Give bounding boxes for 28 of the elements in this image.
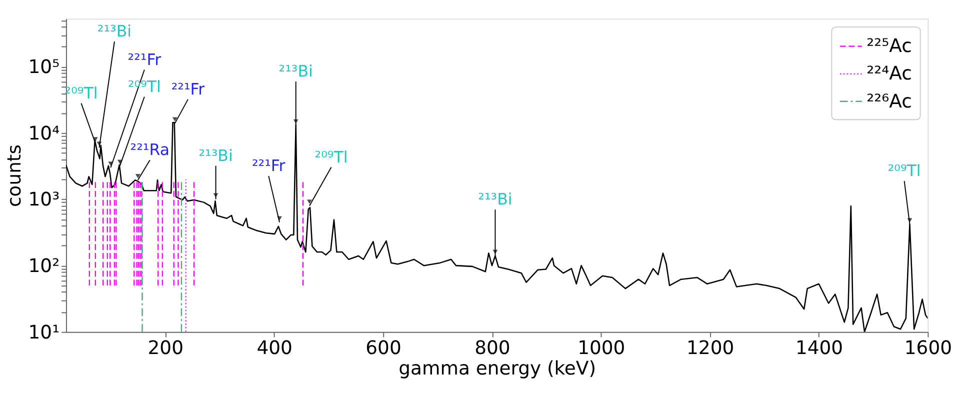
annotation: ²¹³Bi [278,62,313,81]
x-axis-title: gamma energy (keV) [398,358,596,380]
annotation: ²¹³Bi [198,146,233,165]
annotation: ²²¹Ra [130,140,170,160]
annotation: ²²¹Fr [252,156,286,176]
x-tick-label: 600 [366,338,402,360]
y-tick-label: 10¹ [28,322,60,344]
y-tick-label: 10⁴ [28,123,60,144]
annotation: ²²¹Fr [171,79,206,98]
annotation: ²⁰⁹Tl [314,147,348,166]
y-tick-label: 10² [28,256,60,277]
legend-label: ²²⁴Ac [866,64,912,85]
x-tick-label: 1600 [904,338,952,360]
annotation: ²¹³Bi [478,190,512,209]
annotation: ²⁰⁹Tl [888,161,921,180]
x-tick-label: 1200 [686,338,734,360]
x-tick-label: 800 [474,338,510,360]
annotation: ²²¹Fr [128,50,162,69]
legend-label: ²²⁶Ac [866,91,912,112]
x-tick-label: 1000 [578,338,626,360]
x-tick-label: 1400 [795,338,844,360]
annotation: ²¹³Bi [97,22,132,41]
x-tick-label: 200 [148,338,184,360]
y-tick-label: 10³ [28,190,60,211]
y-axis-title: counts [4,144,26,208]
y-tick-label: 10⁵ [28,57,60,78]
x-tick-label: 400 [256,338,292,360]
legend-label: ²²⁵Ac [866,36,912,58]
